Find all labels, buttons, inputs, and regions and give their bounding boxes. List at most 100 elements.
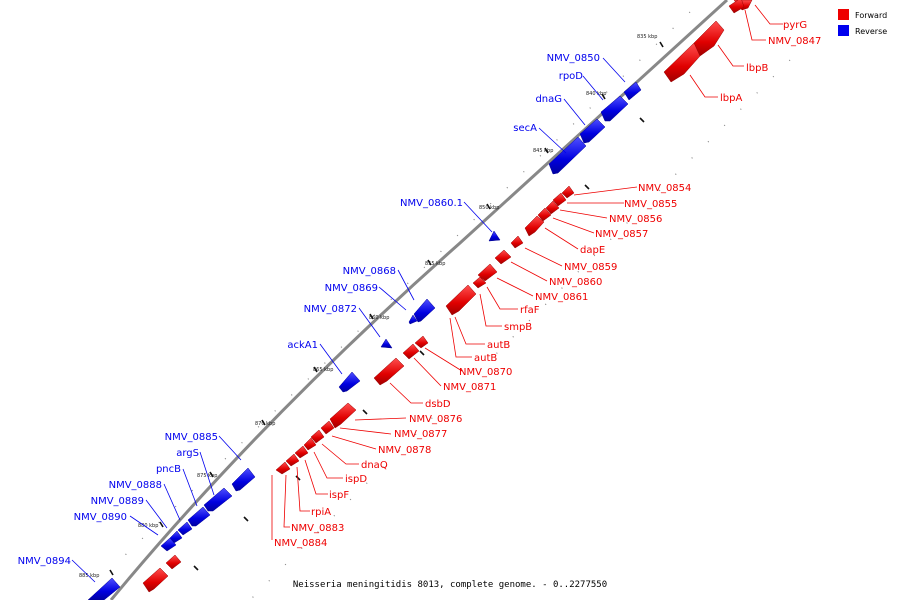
gene-label-NMV_0855[interactable]: NMV_0855 (624, 199, 677, 210)
gene-label-rpiA[interactable]: rpiA (311, 507, 331, 518)
gene-label-ispD[interactable]: ispD (345, 474, 367, 485)
gene-label-NMV_0856[interactable]: NMV_0856 (609, 214, 662, 225)
gene-label-NMV_0870[interactable]: NMV_0870 (459, 367, 512, 378)
gene-label-secA[interactable]: secA (513, 123, 537, 134)
gene-arrow-NMV_0868[interactable] (413, 298, 436, 323)
gene-arrow-NMV_0877[interactable] (320, 420, 335, 435)
gene-label-NMV_0847[interactable]: NMV_0847 (768, 36, 821, 47)
legend: Forward Reverse (838, 9, 887, 36)
gene-arrow-argS[interactable] (203, 487, 233, 512)
gene-label-NMV_0854[interactable]: NMV_0854 (638, 183, 691, 194)
gene-label-ispF[interactable]: ispF (329, 490, 349, 501)
gene-arrow-NMV_0857[interactable] (537, 207, 552, 222)
gene-arrow-dnaG[interactable] (579, 118, 606, 144)
gene-label-pyrG[interactable]: pyrG (783, 20, 807, 31)
gene-label-NMV_0860[interactable]: NMV_0860 (549, 277, 602, 288)
gene-label-dsbD[interactable]: dsbD (425, 399, 451, 410)
gene-arrow-NMV_0855[interactable] (552, 192, 567, 207)
gene-label-NMV_0872[interactable]: NMV_0872 (304, 304, 357, 315)
gene-arrow-lbpA[interactable] (663, 42, 701, 83)
tick-label: 845 kbp (533, 148, 553, 154)
gene-arrow-ispF[interactable] (285, 453, 300, 467)
gene-arrow-NMV_0847[interactable] (728, 0, 745, 14)
gene-arrow-NMV_0856[interactable] (545, 200, 560, 215)
gene-label-NMV_0890[interactable]: NMV_0890 (74, 512, 127, 523)
gene-arrow-rpiA[interactable] (275, 461, 291, 475)
gene-label-NMV_0860.1[interactable]: NMV_0860.1 (400, 198, 463, 209)
gene-label-rpoD[interactable]: rpoD (559, 71, 584, 82)
gene-label-NMV_0859[interactable]: NMV_0859 (564, 262, 617, 273)
gene-label-autB[interactable]: autB (487, 340, 510, 351)
gene-arrow-NMV_0876[interactable] (329, 402, 357, 429)
gene-label-NMV_0884[interactable]: NMV_0884 (274, 538, 327, 549)
tick-label: 875 kbp (197, 473, 217, 479)
gene-arrow-NMV_0869[interactable] (408, 314, 418, 325)
genome-caption: Neisseria meningitidis 8013, complete ge… (293, 580, 607, 590)
gene-arrow-NMV_0872[interactable] (380, 338, 393, 349)
gene-arrow-NMV_0861[interactable] (477, 263, 498, 282)
gene-arrow-smpB[interactable] (445, 284, 477, 316)
gene-label-argS[interactable]: argS (176, 448, 199, 459)
gene-label-NMV_0871[interactable]: NMV_0871 (443, 382, 496, 393)
gene-label-NMV_0894[interactable]: NMV_0894 (18, 556, 71, 567)
gene-label-autB[interactable]: autB (474, 353, 497, 364)
gene-arrow-NMV_0884[interactable] (142, 567, 169, 593)
gene-label-dnaG[interactable]: dnaG (535, 94, 562, 105)
gene-arrow-autB-b[interactable] (402, 343, 420, 360)
gene-label-NMV_0885[interactable]: NMV_0885 (165, 432, 218, 443)
tick-label: 860 kbp (369, 315, 389, 321)
gene-label-NMV_0857[interactable]: NMV_0857 (595, 229, 648, 240)
tick-label: 870 kbp (255, 421, 275, 427)
gene-label-rfaF[interactable]: rfaF (520, 305, 540, 316)
tick-label: 865 kbp (313, 367, 333, 373)
gene-label-smpB[interactable]: smpB (504, 322, 532, 333)
gene-arrow-dnaQ[interactable] (303, 437, 317, 451)
gene-label-NMV_0876[interactable]: NMV_0876 (409, 414, 462, 425)
gene-arrow-pncB[interactable] (187, 506, 211, 527)
gene-arrow-NMV_0890[interactable] (160, 537, 177, 552)
gene-label-NMV_0883[interactable]: NMV_0883 (291, 523, 344, 534)
gene-label-NMV_0850[interactable]: NMV_0850 (547, 53, 600, 64)
gene-label-dnaQ[interactable]: dnaQ (361, 460, 388, 471)
gene-label-NMV_0868[interactable]: NMV_0868 (343, 266, 396, 277)
gene-arrow-NMV_0860[interactable] (494, 249, 512, 265)
gene-arrow-NMV_0859[interactable] (510, 235, 524, 249)
gene-arrow-NMV_0888[interactable] (177, 521, 193, 536)
legend-label-reverse: Reverse (855, 27, 887, 36)
forward-leaders (271, 4, 783, 540)
gene-arrow-dapE[interactable] (524, 215, 545, 237)
gene-arrow-rfaF[interactable] (472, 276, 487, 289)
gene-label-pncB[interactable]: pncB (156, 464, 181, 475)
gene-arrow-secA[interactable] (548, 136, 587, 175)
gene-label-lbpB[interactable]: lbpB (746, 63, 768, 74)
gene-arrow-NMV_0860.1[interactable] (488, 230, 501, 242)
genome-backbone (109, 0, 729, 600)
tick-label: 880 kbp (138, 523, 158, 529)
gene-arrow-NMV_0894[interactable] (87, 577, 121, 600)
gene-arrow-NMV_0885[interactable] (231, 467, 256, 492)
gene-label-lbpA[interactable]: lbpA (720, 93, 742, 104)
gene-label-NMV_0878[interactable]: NMV_0878 (378, 445, 431, 456)
gene-arrow-NMV_0854[interactable] (561, 185, 575, 199)
reverse-leaders (71, 57, 626, 583)
legend-swatch-reverse (838, 25, 849, 36)
reverse-genes (87, 81, 642, 600)
gene-arrow-ackA1[interactable] (338, 371, 361, 393)
gene-arrow-dsbD[interactable] (373, 357, 405, 386)
tick-label: 850 kbp (479, 205, 499, 211)
gene-label-dapE[interactable]: dapE (580, 245, 605, 256)
tick-marks (109, 41, 664, 576)
gene-label-NMV_0889[interactable]: NMV_0889 (91, 496, 144, 507)
gene-arrow-NMV_0850[interactable] (623, 81, 642, 101)
gene-label-NMV_0869[interactable]: NMV_0869 (325, 283, 378, 294)
gene-arrow-rpoD[interactable] (600, 95, 629, 122)
gene-arrow-NMV_0883[interactable] (165, 554, 182, 570)
gene-arrow-NMV_0878[interactable] (310, 429, 325, 444)
gene-label-NMV_0877[interactable]: NMV_0877 (394, 429, 447, 440)
gene-label-NMV_0888[interactable]: NMV_0888 (109, 480, 162, 491)
gene-arrow-autB-a[interactable] (414, 335, 429, 349)
gene-label-NMV_0861[interactable]: NMV_0861 (535, 292, 588, 303)
reverse-gene-labels: NMV_0850 rpoD dnaG secA NMV_0860.1 NMV_0… (18, 53, 600, 567)
gene-arrow-ispD[interactable] (294, 445, 309, 459)
gene-label-ackA1[interactable]: ackA1 (287, 340, 318, 351)
